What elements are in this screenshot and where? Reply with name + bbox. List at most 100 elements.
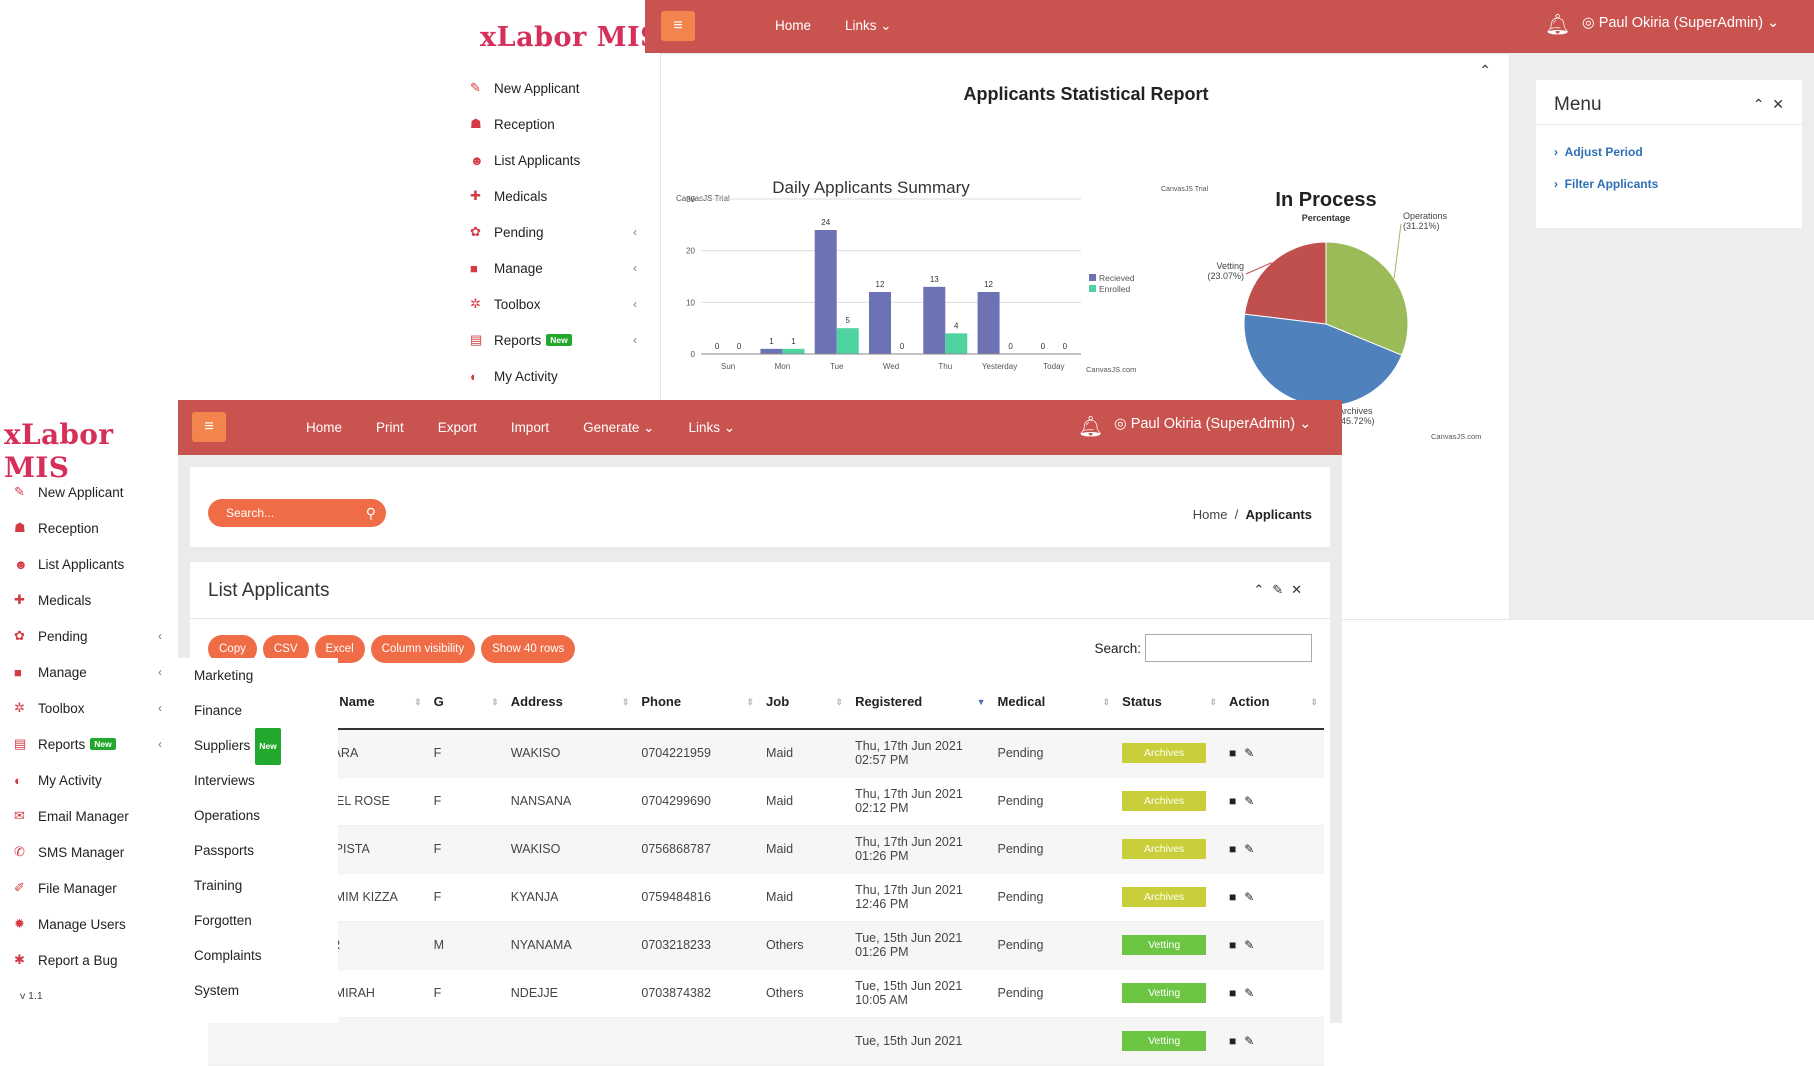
nav-import[interactable]: Import xyxy=(510,420,550,435)
folder-icon[interactable]: ■ xyxy=(1229,794,1245,808)
edit-icon[interactable]: ✎ xyxy=(1244,746,1263,761)
submenu-item-operations[interactable]: Operations xyxy=(178,798,338,833)
sidebar-item-my-activity[interactable]: ◐ My Activity xyxy=(14,762,170,798)
sidebar-item-manage-users[interactable]: ✹ Manage Users xyxy=(14,906,170,942)
menu-toggle-button[interactable]: ≡ xyxy=(661,11,695,41)
sidebar-item-new-applicant[interactable]: ✎ New Applicant xyxy=(470,70,645,106)
nav-home[interactable]: Home xyxy=(775,18,812,33)
sidebar-item-new-applicant[interactable]: ✎ New Applicant xyxy=(14,474,170,510)
table-row[interactable]: OSHAMIRAHFNDEJJE0703874382OthersTue, 15t… xyxy=(208,969,1324,1018)
sort-icon[interactable]: ⇕ xyxy=(621,697,630,707)
sidebar-item-sms-manager[interactable]: ✆ SMS Manager xyxy=(14,834,170,870)
sidebar-item-medicals[interactable]: ✚ Medicals xyxy=(14,582,170,618)
menu-panel-controls[interactable]: ⌃ ✕ xyxy=(1752,96,1784,112)
submenu-item-complaints[interactable]: Complaints xyxy=(178,938,338,973)
adjust-period-link[interactable]: › Adjust Period xyxy=(1554,145,1643,159)
column-header-job[interactable]: Job ⇕ xyxy=(760,675,850,730)
breadcrumb-home[interactable]: Home xyxy=(1192,507,1228,522)
table-row[interactable]: Tue, 15th Jun 2021 Vetting ■✎ xyxy=(208,1017,1324,1066)
sidebar-item-my-activity[interactable]: ◐ My Activity xyxy=(470,358,645,394)
search-panel: Search... ⚲ Home / Applicants xyxy=(190,467,1330,547)
table-search-input[interactable] xyxy=(1145,634,1312,662)
sidebar-item-manage[interactable]: ■ Manage ‹ xyxy=(470,250,645,286)
sidebar-item-file-manager[interactable]: ✐ File Manager xyxy=(14,870,170,906)
sort-icon[interactable]: ⇕ xyxy=(414,697,422,707)
folder-icon[interactable]: ■ xyxy=(1229,890,1245,904)
folder-icon[interactable]: ■ xyxy=(1229,986,1245,1000)
sort-icon[interactable]: ⇕ xyxy=(746,697,755,707)
table-row[interactable]: VIGATEOPISTAFWAKISO0756868787MaidThu, 17… xyxy=(208,825,1324,874)
folder-icon[interactable]: ■ xyxy=(1229,842,1245,856)
bell-icon[interactable]: 🔔︎ xyxy=(1545,14,1571,36)
sidebar-item-email-manager[interactable]: ✉ Email Manager xyxy=(14,798,170,834)
sort-desc-icon[interactable]: ▼ xyxy=(976,697,986,707)
cell-medical xyxy=(991,1017,1117,1066)
table-row[interactable]: VOYAHAJARAFWAKISO0704221959MaidThu, 17th… xyxy=(208,729,1324,778)
sort-icon[interactable]: ⇕ xyxy=(1102,697,1111,707)
submenu-item-suppliers[interactable]: Suppliers New xyxy=(178,728,338,765)
medical-icon: ✚ xyxy=(14,592,25,607)
user-menu[interactable]: ◎ Paul Okiria (SuperAdmin) ⌄ xyxy=(1582,15,1780,31)
submenu-item-finance[interactable]: Finance xyxy=(178,693,338,728)
filter-applicants-link[interactable]: › Filter Applicants xyxy=(1554,177,1659,191)
search-input[interactable]: Search... ⚲ xyxy=(208,499,386,527)
sidebar-item-list-applicants[interactable]: ☻ List Applicants xyxy=(470,142,645,178)
column-header-registered[interactable]: Registered ▼ xyxy=(849,675,992,730)
chevron-left-icon: ‹ xyxy=(158,701,162,715)
collapse-icon[interactable]: ⌃ xyxy=(1479,62,1491,78)
nav-generate[interactable]: Generate ⌄ xyxy=(583,420,655,435)
folder-icon[interactable]: ■ xyxy=(1229,746,1245,761)
sidebar-item-list-applicants[interactable]: ☻ List Applicants xyxy=(14,546,170,582)
edit-icon[interactable]: ✎ xyxy=(1244,890,1263,904)
menu-toggle-button[interactable]: ≡ xyxy=(192,412,226,442)
nav-links[interactable]: Links ⌄ xyxy=(688,420,736,435)
column-header-g[interactable]: G ⇕ xyxy=(427,675,505,730)
panel-controls[interactable]: ⌃✎✕ xyxy=(1253,582,1310,597)
edit-icon[interactable]: ✎ xyxy=(1244,1034,1263,1048)
submenu-item-system[interactable]: System xyxy=(178,973,338,1008)
sidebar-item-toolbox[interactable]: ✲ Toolbox ‹ xyxy=(470,286,645,322)
edit-icon[interactable]: ✎ xyxy=(1244,842,1263,856)
edit-icon[interactable]: ✎ xyxy=(1244,938,1263,952)
column-header-action[interactable]: Action ⇕ xyxy=(1223,675,1324,730)
sidebar-item-pending[interactable]: ✿ Pending ‹ xyxy=(470,214,645,250)
sidebar-item-reports[interactable]: ▤ Reports New ‹ xyxy=(14,726,170,762)
folder-icon[interactable]: ■ xyxy=(1229,938,1245,952)
column-header-medical[interactable]: Medical ⇕ xyxy=(991,675,1117,730)
sidebar-item-toolbox[interactable]: ✲ Toolbox ‹ xyxy=(14,690,170,726)
nav-print[interactable]: Print xyxy=(376,420,404,435)
cogs-icon: ✲ xyxy=(14,700,25,715)
submenu-item-passports[interactable]: Passports xyxy=(178,833,338,868)
user-menu[interactable]: ◎ Paul Okiria (SuperAdmin) ⌄ xyxy=(1114,416,1312,432)
table-row[interactable]: LINDWASHAMIM KIZZAFKYANJA0759484816MaidT… xyxy=(208,873,1324,922)
sidebar-item-reception[interactable]: ☗ Reception xyxy=(470,106,645,142)
submenu-item-forgotten[interactable]: Forgotten xyxy=(178,903,338,938)
sidebar-item-reception[interactable]: ☗ Reception xyxy=(14,510,170,546)
edit-icon[interactable]: ✎ xyxy=(1244,986,1263,1000)
column-header-status[interactable]: Status ⇕ xyxy=(1116,675,1224,730)
sidebar-item-manage[interactable]: ■ Manage ‹ xyxy=(14,654,170,690)
nav-export[interactable]: Export xyxy=(437,420,477,435)
nav-home[interactable]: Home xyxy=(306,420,343,435)
submenu-item-interviews[interactable]: Interviews xyxy=(178,763,338,798)
sidebar-item-report-a-bug[interactable]: ✱ Report a Bug xyxy=(14,942,170,978)
column-header-phone[interactable]: Phone ⇕ xyxy=(635,675,761,730)
show-40-rows-button[interactable]: Show 40 rows xyxy=(481,635,576,663)
table-row[interactable]: YUNEANGEL ROSEFNANSANA0704299690MaidThu,… xyxy=(208,777,1324,826)
sort-icon[interactable]: ⇕ xyxy=(835,697,844,707)
column-header-address[interactable]: Address ⇕ xyxy=(504,675,636,730)
sidebar-item-reports[interactable]: ▤ Reports New ‹ xyxy=(470,322,645,358)
folder-icon[interactable]: ■ xyxy=(1229,1034,1245,1048)
submenu-item-training[interactable]: Training xyxy=(178,868,338,903)
nav-links[interactable]: Links ⌄ xyxy=(845,18,892,33)
table-row[interactable]: DEAMIRMNYANAMA0703218233OthersTue, 15th … xyxy=(208,921,1324,970)
sort-icon[interactable]: ⇕ xyxy=(1209,697,1218,707)
sidebar-item-pending[interactable]: ✿ Pending ‹ xyxy=(14,618,170,654)
edit-icon[interactable]: ✎ xyxy=(1244,794,1263,808)
submenu-item-marketing[interactable]: Marketing xyxy=(178,658,338,693)
sidebar-item-medicals[interactable]: ✚ Medicals xyxy=(470,178,645,214)
sort-icon[interactable]: ⇕ xyxy=(1310,697,1318,707)
column-visibility-button[interactable]: Column visibility xyxy=(370,635,476,663)
sort-icon[interactable]: ⇕ xyxy=(491,697,499,707)
bell-icon[interactable]: 🔔︎ xyxy=(1078,416,1104,438)
